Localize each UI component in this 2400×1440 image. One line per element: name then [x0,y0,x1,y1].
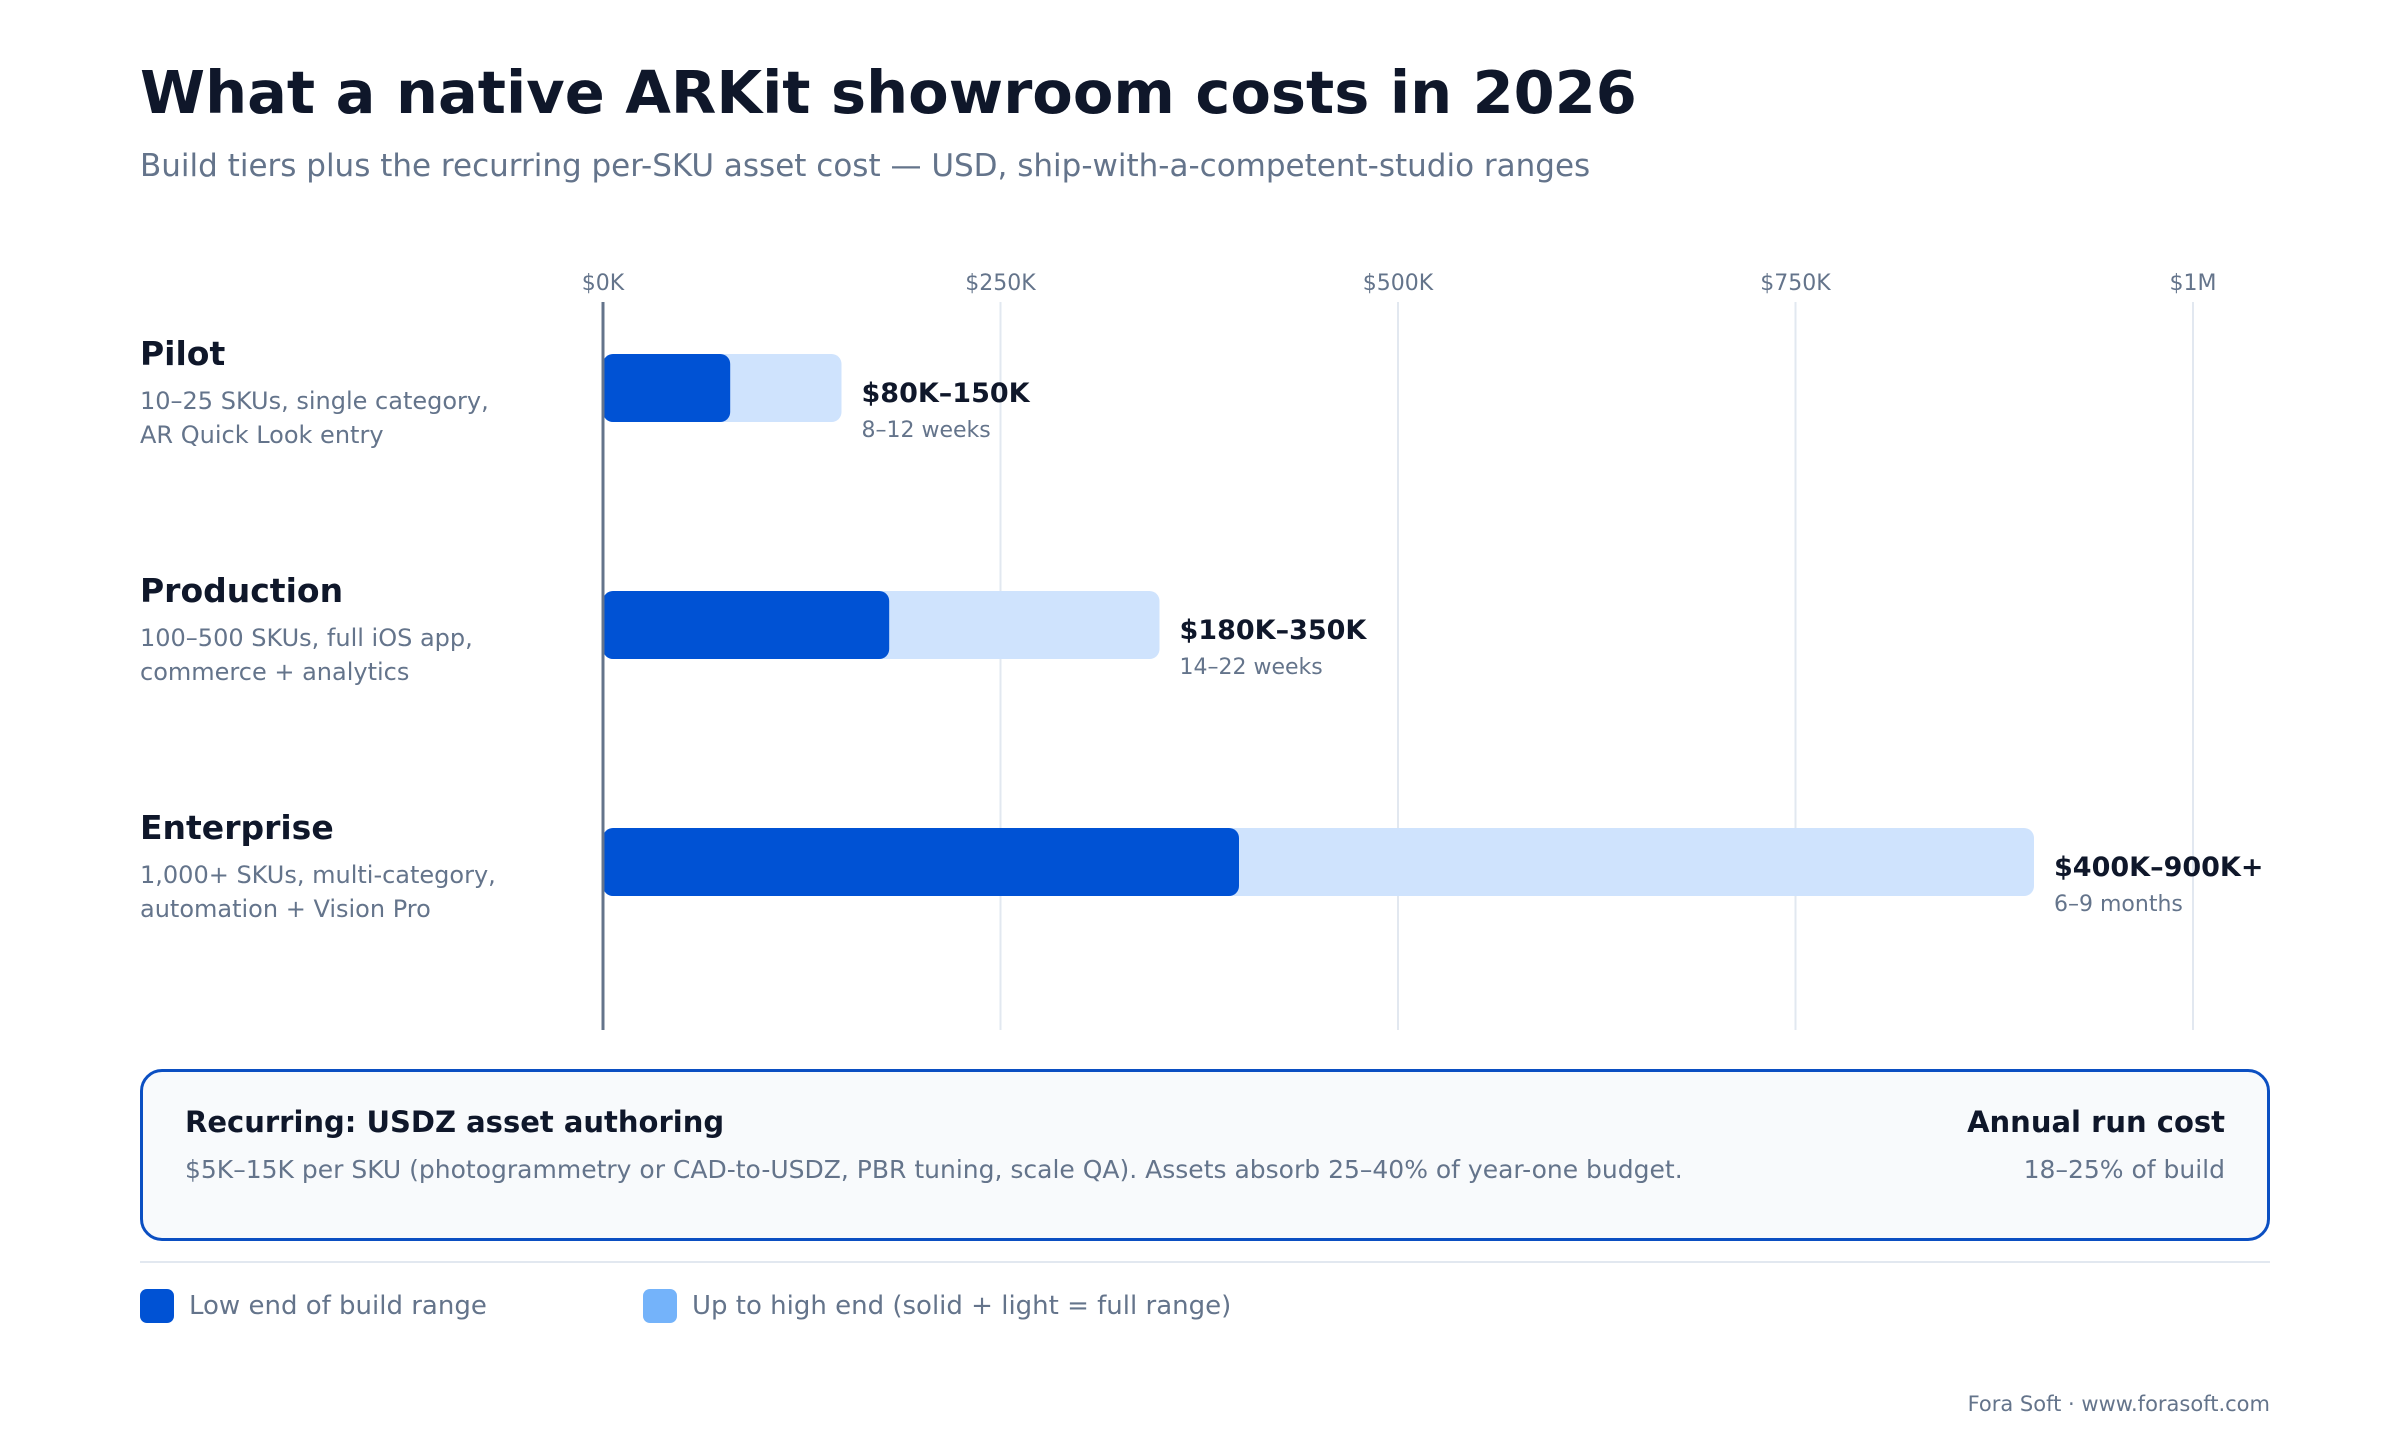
recurring-title: Recurring: USDZ asset authoring [185,1105,725,1139]
tier-name-pilot: Pilot [140,334,226,373]
x-tick-label: $750K [1760,271,1831,296]
legend-item-high: Up to high end (solid + light = full ran… [643,1288,1231,1324]
x-tick-label: $0K [582,271,625,296]
credit-text: Fora Soft · www.forasoft.com [1967,1392,2270,1416]
bar-value-label: $180K–350K [1180,615,1368,646]
tier-desc-enterprise: 1,000+ SKUs, multi-category, automation +… [140,861,496,923]
bar-chart: $0K $250K $500K $750K $1M $80K–150K 8–12 weeks… [582,271,2263,1030]
x-tick-label: $500K [1363,271,1434,296]
legend-swatch-low [140,1289,174,1323]
annual-run-cost-title: Annual run cost [1967,1105,2225,1139]
bar-duration-label: 6–9 months [2054,892,2183,917]
bar-duration-label: 8–12 weeks [862,418,991,443]
recurring-text: $5K–15K per SKU (photogrammetry or CAD-t… [185,1155,1683,1184]
bar-low-range [603,591,890,659]
x-tick-label: $250K [965,271,1036,296]
annual-run-cost-value: 18–25% of build [2023,1155,2225,1184]
legend-swatch-high [643,1289,677,1323]
legend-label-low: Low end of build range [189,1291,487,1321]
bar-low-range [603,828,1239,896]
bar-low-range [603,354,731,422]
tier-name-enterprise: Enterprise [140,808,334,847]
bar-value-label: $80K–150K [862,378,1031,409]
divider [140,1261,2270,1263]
x-tick-label: $1M [2170,271,2217,296]
bar-duration-label: 14–22 weeks [1180,655,1323,680]
tier-desc-pilot: 10–25 SKUs, single category, AR Quick Loo… [140,387,489,449]
legend-item-low: Low end of build range [140,1288,487,1324]
chart-subtitle: Build tiers plus the recurring per-SKU a… [140,148,1591,184]
recurring-cost-card: Recurring: USDZ asset authoring $5K–15K … [140,1069,2270,1241]
bar-value-label: $400K–900K+ [2054,852,2263,883]
tier-desc-production: 100–500 SKUs, full iOS app, commerce + an… [140,624,473,686]
legend-label-high: Up to high end (solid + light = full ran… [692,1291,1232,1321]
tier-name-production: Production [140,571,344,610]
chart-title: What a native ARKit showroom costs in 20… [140,58,1637,127]
